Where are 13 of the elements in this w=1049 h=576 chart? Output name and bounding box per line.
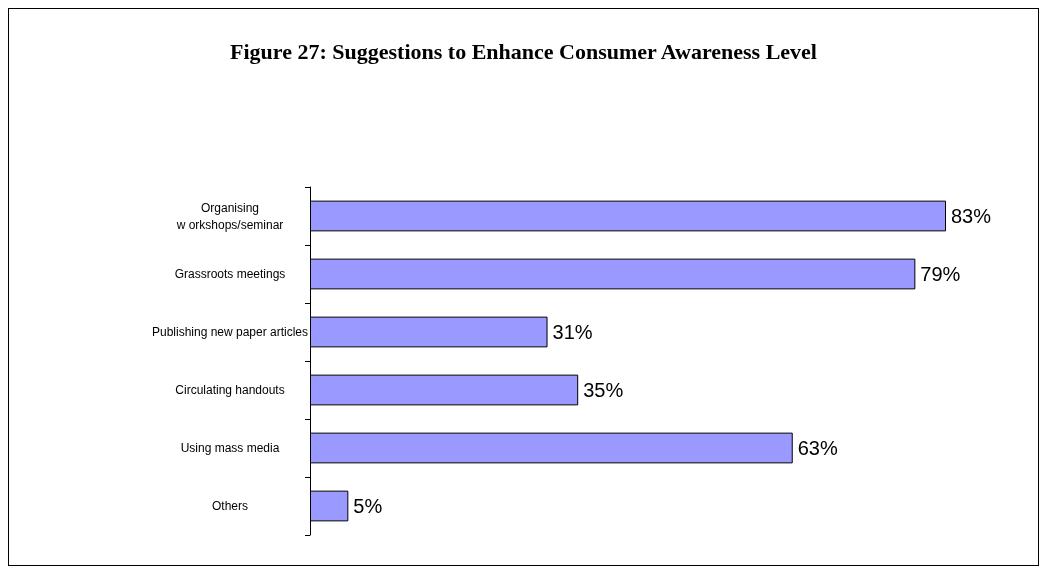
data-label: 35% [583, 379, 624, 401]
data-label: 63% [797, 437, 838, 459]
y-tick-label: Publishing new paper articles [151, 325, 309, 339]
y-tick-label: Others [211, 499, 249, 513]
data-label: 5% [353, 495, 383, 517]
y-tick-label: Grassroots meetings [174, 267, 286, 281]
data-label: 31% [552, 321, 593, 343]
y-tick-label: Using mass media [180, 441, 280, 455]
y-tick-label: Organising w orkshops/seminar [175, 200, 284, 232]
y-tick-label: Circulating handouts [175, 383, 285, 397]
data-label: 79% [920, 263, 961, 285]
chart-title: Figure 27: Suggestions to Enhance Consumer Awareness Level [230, 38, 817, 64]
data-label: 83% [951, 205, 992, 227]
